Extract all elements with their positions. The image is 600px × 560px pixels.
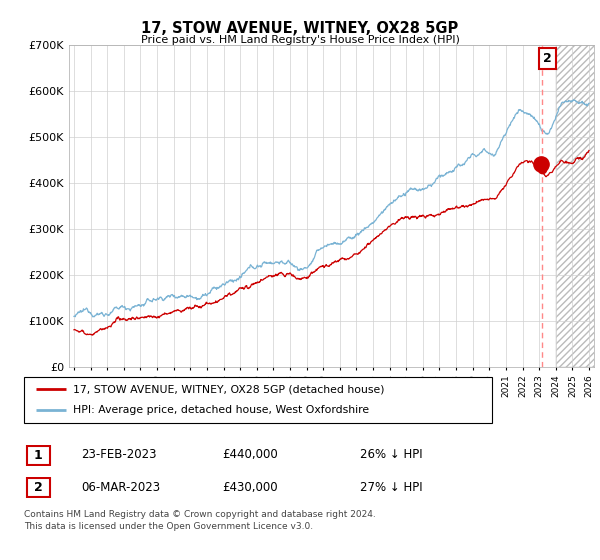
Text: 27% ↓ HPI: 27% ↓ HPI — [360, 480, 422, 494]
Text: 2: 2 — [34, 481, 43, 494]
Bar — [556, 45, 598, 367]
Text: 17, STOW AVENUE, WITNEY, OX28 5GP (detached house): 17, STOW AVENUE, WITNEY, OX28 5GP (detac… — [73, 384, 385, 394]
Text: £430,000: £430,000 — [222, 480, 278, 494]
Text: Price paid vs. HM Land Registry's House Price Index (HPI): Price paid vs. HM Land Registry's House … — [140, 35, 460, 45]
Text: HPI: Average price, detached house, West Oxfordshire: HPI: Average price, detached house, West… — [73, 405, 369, 416]
Text: Contains HM Land Registry data © Crown copyright and database right 2024.
This d: Contains HM Land Registry data © Crown c… — [24, 510, 376, 531]
Text: 17, STOW AVENUE, WITNEY, OX28 5GP: 17, STOW AVENUE, WITNEY, OX28 5GP — [142, 21, 458, 36]
FancyBboxPatch shape — [27, 446, 50, 465]
FancyBboxPatch shape — [27, 478, 50, 497]
Text: 23-FEB-2023: 23-FEB-2023 — [81, 448, 157, 461]
Text: £440,000: £440,000 — [222, 448, 278, 461]
Text: 1: 1 — [34, 449, 43, 462]
Text: 2: 2 — [543, 52, 552, 65]
Text: 26% ↓ HPI: 26% ↓ HPI — [360, 448, 422, 461]
FancyBboxPatch shape — [24, 377, 492, 423]
Text: 06-MAR-2023: 06-MAR-2023 — [81, 480, 160, 494]
